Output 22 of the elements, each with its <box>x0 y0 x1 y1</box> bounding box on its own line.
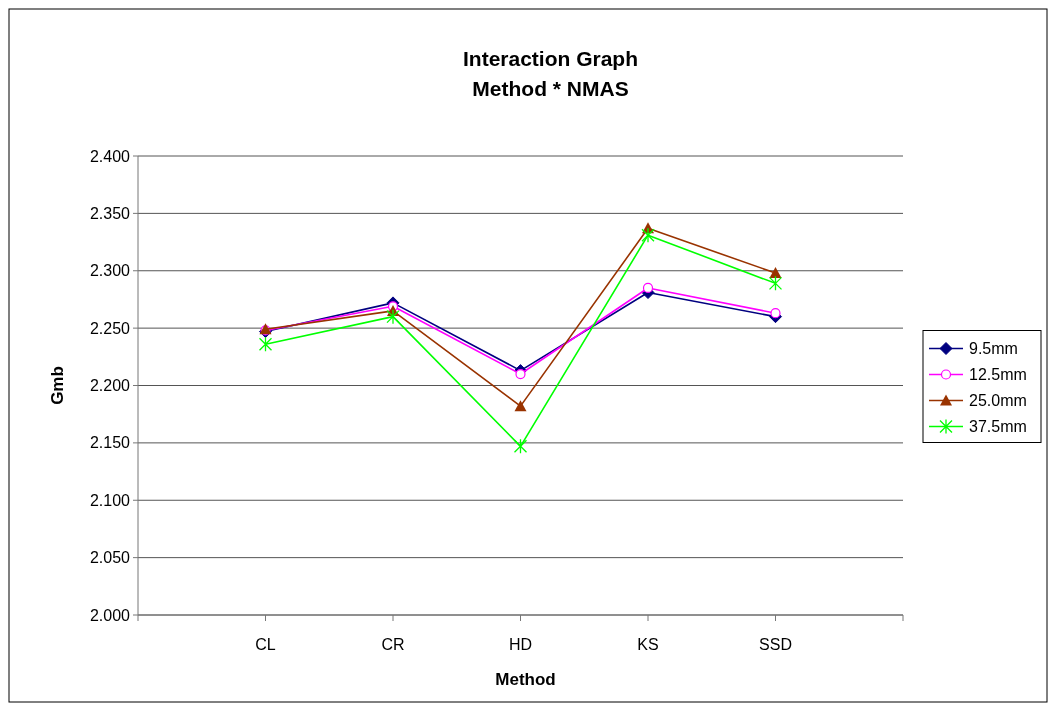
x-tick-label: CL <box>255 636 276 653</box>
y-tick-label: 2.200 <box>89 377 131 395</box>
y-tick-label: 2.050 <box>89 549 131 567</box>
legend-label: 25.0mm <box>969 392 1027 410</box>
chart-title: Interaction Graph <box>462 47 639 70</box>
legend-label: 12.5mm <box>969 366 1027 384</box>
y-tick-label: 2.100 <box>89 491 131 509</box>
x-tick-label: KS <box>637 636 659 653</box>
y-axis-title: Gmb <box>48 366 67 405</box>
y-tick-label: 2.250 <box>89 319 131 337</box>
x-tick-label: HD <box>508 636 533 653</box>
y-tick-label: 2.150 <box>89 434 131 452</box>
y-tick-label: 2.000 <box>89 606 131 624</box>
y-tick-label: 2.300 <box>89 262 131 280</box>
legend-label: 37.5mm <box>969 418 1027 436</box>
y-tick-label: 2.400 <box>89 147 131 165</box>
legend-label: 9.5mm <box>969 340 1018 358</box>
y-tick-label: 2.350 <box>89 204 131 222</box>
x-tick-label: SSD <box>759 636 792 653</box>
x-axis-title: Method <box>495 670 556 689</box>
chart-subtitle: Method * NMAS <box>472 77 629 100</box>
x-tick-label: CR <box>381 636 405 653</box>
